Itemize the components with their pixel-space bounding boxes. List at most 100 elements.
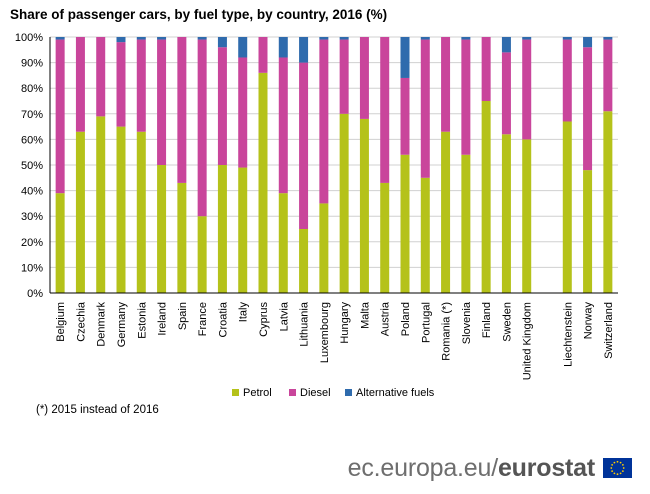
bar-petrol <box>501 134 511 293</box>
bar-diesel <box>55 39 65 194</box>
x-tick-label: Lithuania <box>299 301 311 347</box>
bar-alternative <box>400 37 410 78</box>
y-tick-label: 60% <box>21 134 43 146</box>
bar-petrol <box>562 121 572 293</box>
bar-alternative <box>461 37 471 40</box>
bar-alternative <box>319 37 329 40</box>
bar-diesel <box>420 39 430 178</box>
legend-swatch <box>232 389 239 396</box>
y-tick-label: 70% <box>21 109 43 121</box>
legend: Petrol Diesel Alternative fuels <box>232 387 435 399</box>
flag-star <box>613 472 616 475</box>
bar-alternative <box>136 37 146 40</box>
x-tick-label: Denmark <box>96 302 108 347</box>
bar-petrol <box>400 154 410 293</box>
x-tick-label: United Kingdom <box>522 302 534 380</box>
bar-alternative <box>562 37 572 40</box>
flag-star <box>619 461 622 464</box>
bar-diesel <box>238 57 248 168</box>
bar-diesel <box>522 39 532 140</box>
y-axis-ticks: 0% 10% 20% 30% 40% 50% 60% 70% 80% 90% 100% <box>15 32 43 300</box>
bar-petrol <box>380 182 390 293</box>
bar-alternative <box>583 37 593 48</box>
bar-petrol <box>136 131 146 293</box>
x-tick-label: Luxembourg <box>319 302 331 363</box>
bar-alternative <box>116 37 126 43</box>
x-tick-label: Croatia <box>217 301 229 337</box>
x-tick-label: Poland <box>400 302 412 336</box>
x-tick-label: Spain <box>177 302 189 330</box>
bar-diesel <box>583 47 593 171</box>
legend-label: Alternative fuels <box>356 387 435 399</box>
bar-alternative <box>55 37 65 40</box>
footnote: (*) 2015 instead of 2016 <box>36 404 159 416</box>
bar-petrol <box>299 229 309 293</box>
bar-diesel <box>461 39 471 155</box>
bar-alternative <box>603 37 613 40</box>
bar-diesel <box>441 37 451 132</box>
bar-diesel <box>339 39 349 114</box>
stacked-bar-chart: 0% 10% 20% 30% 40% 50% 60% 70% 80% 90% 100% Belgiu… <box>15 32 618 399</box>
bar-petrol <box>359 118 369 293</box>
bar-diesel <box>380 37 390 183</box>
flag-star <box>622 467 625 469</box>
y-tick-label: 90% <box>21 58 43 70</box>
x-tick-label: Norway <box>583 302 595 340</box>
flag-star <box>619 472 622 475</box>
bar-alternative <box>157 37 167 40</box>
bar-alternative <box>339 37 349 40</box>
bar-petrol <box>157 165 167 293</box>
bar-alternative <box>217 37 227 48</box>
flag-star <box>611 470 614 472</box>
bar-alternative <box>501 37 511 53</box>
y-tick-label: 0% <box>27 288 43 300</box>
bars <box>55 37 613 294</box>
bar-alternative <box>420 37 430 40</box>
x-tick-label: Italy <box>238 302 250 323</box>
x-tick-label: Sweden <box>501 302 513 342</box>
bar-petrol <box>603 111 613 294</box>
bar-petrol <box>461 154 471 293</box>
bar-diesel <box>136 39 146 132</box>
bar-diesel <box>116 42 126 127</box>
bar-diesel <box>96 37 106 117</box>
bar-diesel <box>562 39 572 122</box>
bar-diesel <box>400 77 410 155</box>
flag-star <box>610 467 613 469</box>
x-tick-label: Latvia <box>278 301 290 331</box>
x-tick-label: Czechia <box>75 301 87 342</box>
x-tick-label: Switzerland <box>603 302 615 359</box>
bar-petrol <box>319 203 329 293</box>
bar-diesel <box>157 39 167 166</box>
bar-diesel <box>481 37 491 101</box>
flag-star <box>616 460 619 463</box>
bar-diesel <box>299 62 309 229</box>
bar-alternative <box>299 37 309 63</box>
bar-petrol <box>420 177 430 293</box>
x-tick-label: Hungary <box>339 302 351 344</box>
bar-petrol <box>55 193 65 293</box>
legend-swatch <box>345 389 352 396</box>
y-tick-label: 20% <box>21 237 43 249</box>
bar-petrol <box>116 126 126 293</box>
bar-diesel <box>278 57 288 194</box>
bar-petrol <box>238 167 248 293</box>
bar-petrol <box>278 193 288 293</box>
bar-diesel <box>603 39 613 112</box>
x-tick-label: Liechtenstein <box>562 302 574 367</box>
eu-flag-icon <box>603 458 632 478</box>
y-tick-label: 80% <box>21 83 43 95</box>
x-tick-label: Estonia <box>136 301 148 339</box>
bar-petrol <box>522 139 532 293</box>
x-tick-label: Portugal <box>420 302 432 343</box>
chart-title: Share of passenger cars, by fuel type, b… <box>10 7 388 22</box>
bar-petrol <box>339 113 349 293</box>
bar-diesel <box>501 52 511 135</box>
bar-petrol <box>75 131 85 293</box>
x-tick-label: Ireland <box>157 302 169 336</box>
bar-petrol <box>481 101 491 293</box>
y-tick-label: 30% <box>21 211 43 223</box>
bar-petrol <box>258 72 268 293</box>
x-tick-label: Austria <box>380 301 392 336</box>
bar-diesel <box>75 37 85 132</box>
